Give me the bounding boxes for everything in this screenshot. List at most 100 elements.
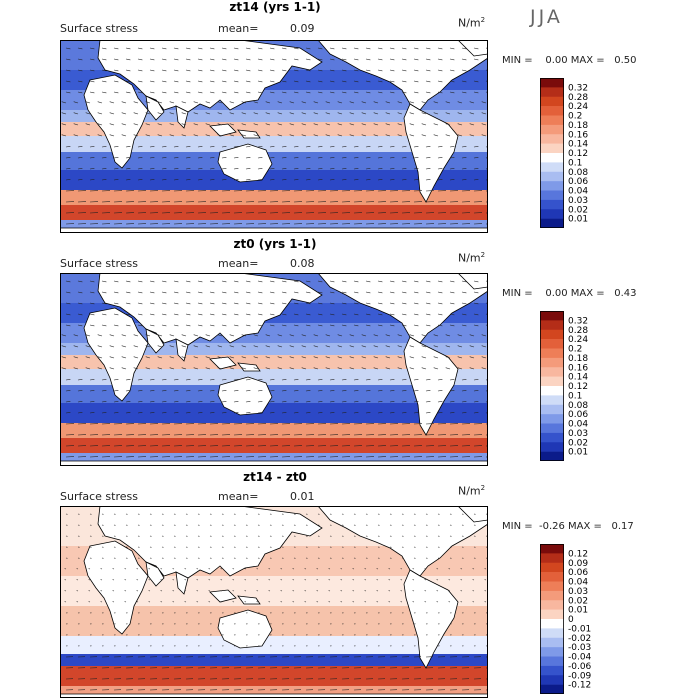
land-mass (403, 103, 459, 203)
colorbar-tick-label: 0.08 (568, 168, 588, 178)
colorbar-swatch (540, 199, 564, 210)
land-mass (97, 506, 323, 579)
colorbar-swatch (540, 628, 564, 639)
wind-vectors (64, 513, 488, 691)
colorbar-tick-label: 0.02 (568, 438, 588, 448)
colorbar-tick-label: 0.16 (568, 363, 588, 373)
panel-3-max-label: MAX = (568, 521, 602, 532)
colorbar-tick-label: 0.04 (568, 187, 588, 197)
panel-2-min-label: MIN = (502, 288, 533, 299)
land-mass (209, 589, 237, 603)
colorbar-tick-label: 0.2 (568, 112, 582, 122)
land-mass (209, 123, 237, 137)
colorbar-tick-label: 0.04 (568, 420, 588, 430)
panel-2-max-label: MAX = (570, 288, 605, 299)
land-mass (175, 571, 189, 595)
panel-1-unit: N/m2 (458, 16, 486, 30)
colorbar-swatch (540, 637, 564, 648)
land-mass (97, 273, 323, 346)
colorbar-tick-label: 0.04 (568, 578, 588, 588)
panel-1-title: zt14 (yrs 1-1) (229, 0, 321, 14)
colorbar-swatch (540, 544, 564, 554)
colorbar-swatch (540, 432, 564, 443)
colorbar-swatch (540, 572, 564, 582)
panel-2-minmax: MIN = 0.00 MAX = 0.43 (502, 288, 637, 299)
colorbar-tick-label: -0.02 (568, 634, 591, 644)
colorbar-swatch (540, 451, 564, 461)
panel-2-title: zt0 (yrs 1-1) (233, 237, 317, 251)
land-mass (217, 609, 273, 649)
field-band (60, 369, 488, 385)
field-band (60, 666, 488, 686)
colorbar-swatch (540, 562, 564, 573)
colorbar-tick-label: 0.1 (568, 158, 582, 168)
colorbar-tick-label: -0.03 (568, 643, 591, 653)
land-mass (217, 143, 273, 183)
colorbar-frame (540, 78, 564, 228)
colorbar-swatch (540, 367, 564, 377)
colorbar-tick-label: -0.09 (568, 671, 592, 681)
colorbar-swatch (540, 134, 564, 144)
field-band (60, 136, 488, 152)
panel-3-title: zt14 - zt0 (243, 470, 307, 484)
colorbar-tick-label: 0.06 (568, 568, 588, 578)
panel-1-minmax: MIN = 0.00 MAX = 0.50 (502, 55, 637, 66)
panel-3-variable: Surface stress (60, 490, 138, 503)
land-mass (97, 40, 323, 113)
colorbar-tick-label: 0.2 (568, 345, 582, 355)
colorbar-tick-label: 0.03 (568, 196, 588, 206)
field-band (60, 122, 488, 136)
colorbar-swatch (540, 209, 564, 219)
colorbar-swatch (540, 96, 564, 107)
colorbar-tick-label: 0.06 (568, 177, 588, 187)
land-mass (237, 362, 261, 372)
panel-3-min-label: MIN = (502, 521, 533, 532)
colorbar-swatch (540, 329, 564, 340)
panel-1-mean-value: 0.09 (290, 22, 315, 35)
land-mass (83, 307, 149, 402)
colorbar-swatch (540, 320, 564, 331)
land-mass (60, 227, 488, 233)
colorbar-tick-label: 0.1 (568, 391, 582, 401)
colorbar-tick-label: 0.03 (568, 587, 588, 597)
colorbar-swatch (540, 78, 564, 88)
colorbar-swatch (540, 190, 564, 201)
land-mass (457, 506, 488, 523)
colorbar-swatch (540, 665, 564, 676)
colorbar-swatch (540, 339, 564, 349)
panel-3-mean-value: 0.01 (290, 490, 315, 503)
field-band (60, 636, 488, 654)
colorbar-tick-label: 0.03 (568, 429, 588, 439)
land-mass (403, 569, 459, 669)
panel-3-mean-label: mean= (218, 490, 259, 503)
land-mass (175, 105, 189, 129)
panel-1-min-label: MIN = (502, 55, 533, 66)
land-mass (175, 338, 189, 362)
colorbar-tick-label: 0 (568, 615, 574, 625)
land-mass (209, 356, 237, 370)
colorbar-swatch (540, 404, 564, 415)
field-band (60, 190, 488, 205)
colorbar-swatch (540, 311, 564, 321)
colorbar-tick-label: 0.12 (568, 549, 588, 559)
colorbar-swatch (540, 171, 564, 182)
colorbar-swatch (540, 414, 564, 424)
field-band (60, 355, 488, 369)
panel-1-max-value: 0.50 (614, 55, 637, 66)
colorbar-tick-label: -0.12 (568, 681, 591, 691)
panel-3-max-value: 0.17 (611, 521, 634, 532)
field-band (60, 403, 488, 423)
colorbar-tick-label: 0.01 (568, 215, 588, 225)
colorbar-tick-label: 0.12 (568, 149, 588, 159)
panel-3-colorbar: 0.120.090.060.040.030.020.010-0.01-0.02-… (540, 544, 592, 694)
land-mass (83, 74, 149, 169)
panel-1-mean-label: mean= (218, 22, 259, 35)
colorbar-swatch (540, 181, 564, 191)
colorbar-frame (540, 544, 564, 694)
colorbar-tick-label: 0.01 (568, 606, 588, 616)
land-mass (83, 540, 149, 635)
colorbar-tick-label: 0.16 (568, 130, 588, 140)
colorbar-swatch (540, 600, 564, 610)
land-mass (457, 40, 488, 57)
panel-2-map (60, 273, 488, 466)
